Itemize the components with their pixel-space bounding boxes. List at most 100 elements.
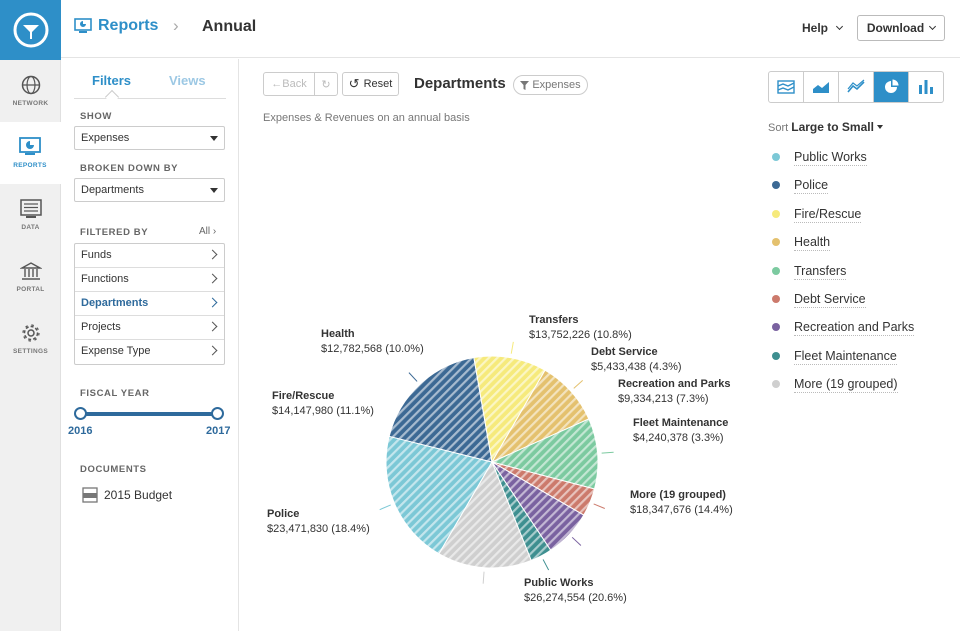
pill-label: Expenses	[532, 79, 581, 91]
pie-leader-line	[593, 503, 605, 509]
line-chart-button[interactable]	[839, 72, 874, 102]
download-button[interactable]: Download	[857, 15, 945, 41]
pie-slice[interactable]	[473, 355, 546, 464]
legend-swatch	[772, 238, 780, 247]
expenses-filter-pill[interactable]: Expenses	[513, 75, 588, 95]
breadcrumb-reports[interactable]: Reports	[74, 17, 158, 35]
tab-views[interactable]: Views	[169, 73, 206, 88]
redo-button[interactable]: ↻	[314, 72, 338, 96]
stacked-area-chart-button[interactable]	[769, 72, 804, 102]
filter-item-expense-type[interactable]: Expense Type	[75, 340, 224, 364]
show-select[interactable]: Expenses	[74, 126, 225, 150]
pie-chart-button[interactable]	[874, 72, 909, 102]
legend-item[interactable]: Transfers	[772, 264, 914, 292]
bar-chart-button[interactable]	[909, 72, 943, 102]
chart-title: Departments	[414, 75, 506, 92]
legend-item[interactable]: Health	[772, 235, 914, 263]
sort-value: Large to Small	[791, 120, 874, 134]
pie-label: Health $12,782,568 (10.0%)	[321, 327, 424, 357]
app-logo[interactable]	[0, 0, 61, 60]
pie-slice[interactable]	[388, 356, 493, 463]
help-menu[interactable]: Help	[802, 21, 844, 35]
filter-item-functions[interactable]: Functions	[75, 268, 224, 292]
legend-swatch	[772, 153, 780, 161]
rail-item-reports[interactable]: REPORTS	[0, 122, 61, 184]
legend-label: Fleet Maintenance	[794, 348, 897, 365]
pie-label-value: $13,752,226	[529, 329, 591, 341]
pie-label: Public Works $26,274,554 (20.6%)	[524, 576, 627, 606]
filter-item-projects[interactable]: Projects	[75, 316, 224, 340]
legend-swatch	[772, 323, 780, 332]
legend-label: Transfers	[794, 263, 847, 280]
pie-label-name: Debt Service	[591, 346, 658, 358]
pie-slice[interactable]	[438, 460, 532, 569]
rail-item-portal[interactable]: PORTAL	[0, 246, 61, 308]
pie-label-percent: (3.3%)	[688, 432, 724, 444]
sort-control[interactable]: Sort Large to Small	[768, 120, 883, 134]
pie-label-value: $18,347,676	[630, 504, 692, 516]
pie-label: Fleet Maintenance $4,240,378 (3.3%)	[633, 416, 728, 446]
chevron-right-icon	[207, 273, 218, 284]
filter-icon	[520, 80, 530, 90]
filter-item-funds[interactable]: Funds	[75, 244, 224, 268]
logo-icon	[13, 12, 48, 48]
pie-slice[interactable]	[490, 418, 599, 490]
pie-slice[interactable]	[385, 435, 493, 555]
pie-label-name: Health	[321, 328, 355, 340]
fiscal-year-start-handle[interactable]	[74, 407, 87, 420]
pie-label-name: Fire/Rescue	[272, 390, 335, 402]
rail-item-settings[interactable]: SETTINGS	[0, 308, 61, 370]
legend-label: Public Works	[794, 150, 867, 166]
document-link[interactable]: 2015 Budget	[82, 487, 172, 503]
legend-item[interactable]: Police	[772, 178, 914, 206]
legend-item[interactable]: Debt Service	[772, 292, 914, 320]
legend-item[interactable]: Fleet Maintenance	[772, 349, 914, 377]
breakdown-select[interactable]: Departments	[74, 178, 225, 202]
back-label: Back	[282, 78, 307, 90]
back-button[interactable]: ← Back	[263, 72, 315, 96]
rail-label: PORTAL	[16, 286, 45, 293]
fiscal-year-end-handle[interactable]	[211, 407, 224, 420]
pie-label-percent: (14.4%)	[691, 504, 733, 516]
legend-swatch	[772, 351, 780, 360]
all-filters-link[interactable]: All ›	[199, 226, 217, 237]
filter-item-label: Expense Type	[81, 345, 151, 357]
pie-leader-line	[601, 451, 614, 454]
legend-label: Debt Service	[794, 291, 866, 308]
area-chart-button[interactable]	[804, 72, 839, 102]
pie-label-percent: (4.3%)	[646, 361, 682, 373]
stacked-area-icon	[777, 80, 795, 94]
pie-label: Debt Service $5,433,438 (4.3%)	[591, 345, 682, 375]
legend-item[interactable]: Recreation and Parks	[772, 320, 915, 348]
reset-button[interactable]: ↺ Reset	[342, 72, 399, 96]
legend-item[interactable]: Fire/Rescue	[772, 207, 914, 235]
rail-item-data[interactable]: DATA	[0, 184, 61, 246]
rail-item-network[interactable]: NETWORK	[0, 60, 61, 122]
fiscal-year-slider-track[interactable]	[80, 412, 218, 416]
pie-label-value: $9,334,213	[618, 393, 674, 405]
redo-icon: ↻	[321, 78, 331, 91]
fiscal-year-end: 2017	[206, 425, 231, 437]
pie-label: Transfers $13,752,226 (10.8%)	[529, 313, 632, 343]
legend-item[interactable]: Public Works	[772, 150, 914, 178]
caret-down-icon	[210, 136, 218, 141]
chevron-right-icon	[207, 345, 218, 356]
pie-label-percent: (20.6%)	[585, 592, 627, 604]
tab-filters[interactable]: Filters	[92, 73, 132, 88]
area-chart-icon	[813, 82, 829, 93]
breakdown-select-value: Departments	[81, 184, 144, 196]
pie-leader-line	[571, 536, 582, 546]
chart-legend: Public Works Police Fire/Rescue Health Trans…	[772, 150, 915, 406]
legend-item[interactable]: More (19 grouped)	[772, 377, 914, 405]
pie-label: More (19 grouped) $18,347,676 (14.4%)	[630, 488, 733, 518]
filter-item-departments[interactable]: Departments	[75, 292, 224, 316]
pie-label: Police $23,471,830 (18.4%)	[267, 507, 370, 537]
pie-leader-line	[573, 380, 584, 389]
pie-label-value: $5,433,438	[591, 361, 647, 373]
reports-icon	[19, 137, 41, 155]
pie-label-percent: (18.4%)	[328, 523, 370, 535]
pie-label: Fire/Rescue $14,147,980 (11.1%)	[272, 389, 374, 419]
chevron-right-icon	[207, 297, 218, 308]
chevron-down-icon	[929, 22, 937, 30]
breadcrumb-reports-label: Reports	[98, 17, 159, 34]
